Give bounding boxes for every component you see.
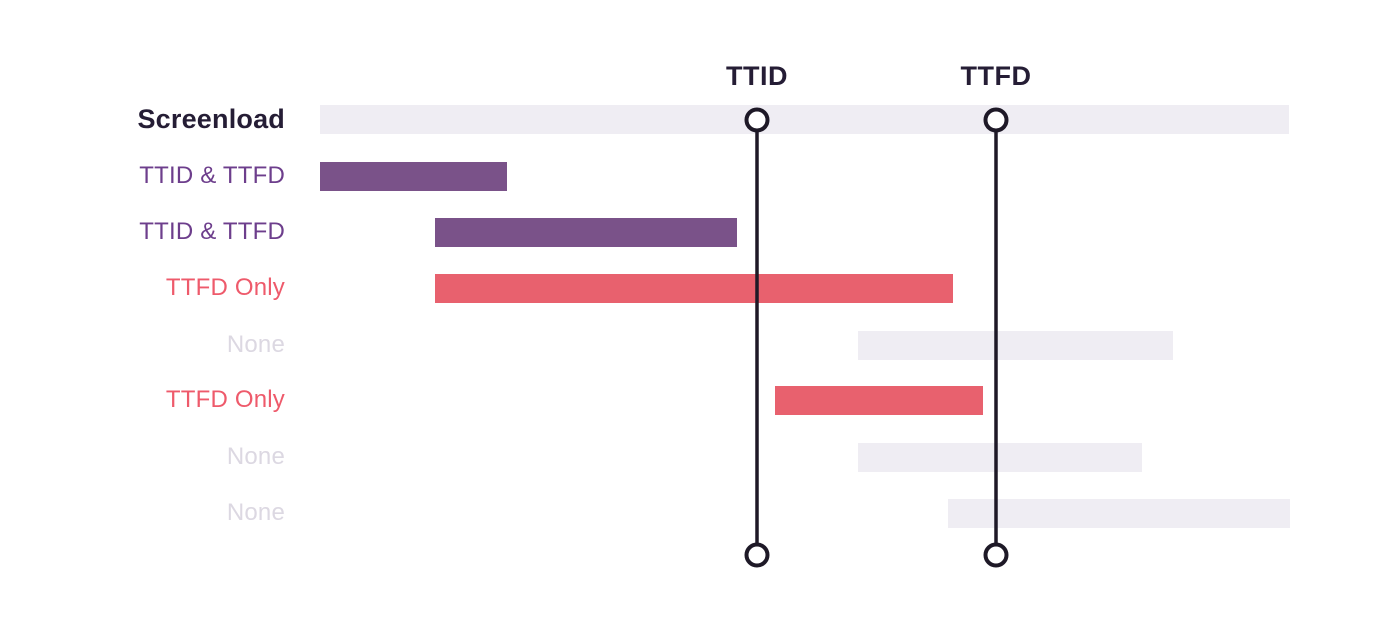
ttfd-end-endpoint-circle (983, 542, 1009, 568)
span-bar-ttfd-6 (775, 386, 983, 415)
row-label-ttfd-4: TTFD Only (165, 274, 285, 301)
span-bar-screenload-1 (320, 105, 1289, 134)
row-label-both-2: TTID & TTFD (139, 162, 285, 189)
row-label-none-7: None (226, 443, 285, 470)
span-bar-ttfd-4 (435, 274, 953, 303)
span-bar-none-7 (858, 443, 1142, 472)
span-bar-both-2 (320, 162, 507, 191)
row-label-ttfd-6: TTFD Only (165, 386, 285, 413)
span-bar-none-5 (858, 331, 1173, 360)
row-label-screenload-1: Screenload (137, 104, 285, 134)
marker-label-ttid: TTID (726, 61, 788, 91)
span-bar-both-3 (435, 218, 737, 247)
row-label-none-5: None (226, 331, 285, 358)
row-label-both-3: TTID & TTFD (139, 218, 285, 245)
marker-label-ttfd: TTFD (960, 61, 1032, 91)
row-label-none-8: None (226, 499, 285, 526)
span-bar-none-8 (948, 499, 1290, 528)
ttid-end-endpoint-circle (744, 542, 770, 568)
